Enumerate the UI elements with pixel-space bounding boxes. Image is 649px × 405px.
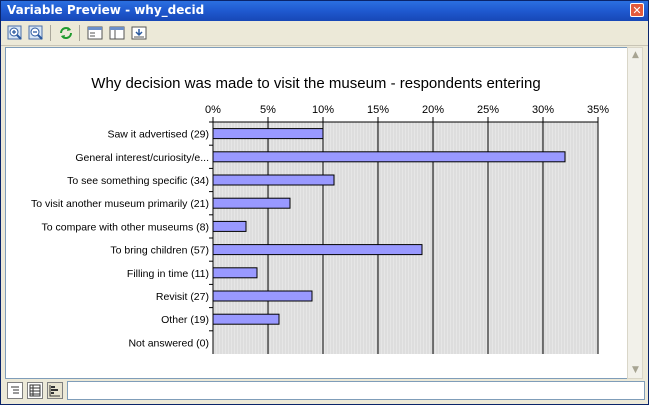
category-label: To compare with other museums (8) xyxy=(42,221,209,233)
bar xyxy=(212,244,423,256)
close-button[interactable]: ✕ xyxy=(630,3,644,17)
refresh-button[interactable] xyxy=(57,24,75,42)
layout-icon xyxy=(87,26,103,40)
status-field xyxy=(67,381,645,400)
list-view-button[interactable] xyxy=(7,382,23,399)
category-label: To bring children (57) xyxy=(110,245,209,257)
x-tick-label: 15% xyxy=(367,104,389,116)
vertical-scrollbar[interactable]: ▲ ▼ xyxy=(627,47,643,379)
category-label: Filling in time (11) xyxy=(127,268,209,280)
x-tick-label: 30% xyxy=(532,104,554,116)
status-bar xyxy=(1,380,648,404)
title-bar[interactable]: Variable Preview - why_decid ✕ xyxy=(1,1,648,21)
category-label: To see something specific (34) xyxy=(67,175,209,187)
bar xyxy=(212,151,566,163)
window-button[interactable] xyxy=(108,24,126,42)
category-label: To visit another museum primarily (21) xyxy=(31,198,209,210)
category-label: Saw it advertised (29) xyxy=(107,129,209,141)
table-view-icon xyxy=(29,384,41,397)
zoom-in-button[interactable] xyxy=(6,24,24,42)
export-button[interactable] xyxy=(130,24,148,42)
x-tick-label: 5% xyxy=(260,104,276,116)
scroll-down-arrow-icon[interactable]: ▼ xyxy=(632,365,639,375)
bar-chart: Why decision was made to visit the museu… xyxy=(31,75,609,354)
zoom-out-icon xyxy=(28,25,43,40)
window-icon xyxy=(109,26,125,40)
category-label: Revisit (27) xyxy=(156,291,209,303)
bar xyxy=(212,267,258,279)
bar xyxy=(212,290,313,302)
category-label: Other (19) xyxy=(161,314,209,326)
table-view-button[interactable] xyxy=(27,382,43,399)
window-title: Variable Preview - why_decid xyxy=(7,3,205,17)
chart-title: Why decision was made to visit the museu… xyxy=(91,75,540,92)
scroll-up-arrow-icon[interactable]: ▲ xyxy=(632,50,639,60)
export-icon xyxy=(131,26,147,40)
toolbar-separator xyxy=(50,25,51,41)
zoom-out-button[interactable] xyxy=(27,24,45,42)
bar xyxy=(212,128,324,140)
bar xyxy=(212,220,247,232)
x-tick-label: 10% xyxy=(312,104,334,116)
x-tick-label: 35% xyxy=(587,104,609,116)
refresh-icon xyxy=(60,27,72,39)
bar xyxy=(212,313,280,325)
x-tick-label: 0% xyxy=(205,104,221,116)
list-view-icon xyxy=(11,386,19,394)
chart-view-button[interactable] xyxy=(47,382,63,399)
bar xyxy=(212,197,291,209)
x-tick-label: 20% xyxy=(422,104,444,116)
toolbar xyxy=(1,21,648,46)
category-label: Not answered (0) xyxy=(128,337,209,349)
chart-panel: Why decision was made to visit the museu… xyxy=(5,47,628,379)
category-label: General interest/curiosity/e... xyxy=(75,152,209,164)
bar xyxy=(212,174,335,186)
zoom-in-icon xyxy=(7,25,22,40)
chart-view-icon xyxy=(49,385,60,397)
x-tick-label: 25% xyxy=(477,104,499,116)
toolbar-separator xyxy=(79,25,80,41)
layout-button[interactable] xyxy=(86,24,104,42)
